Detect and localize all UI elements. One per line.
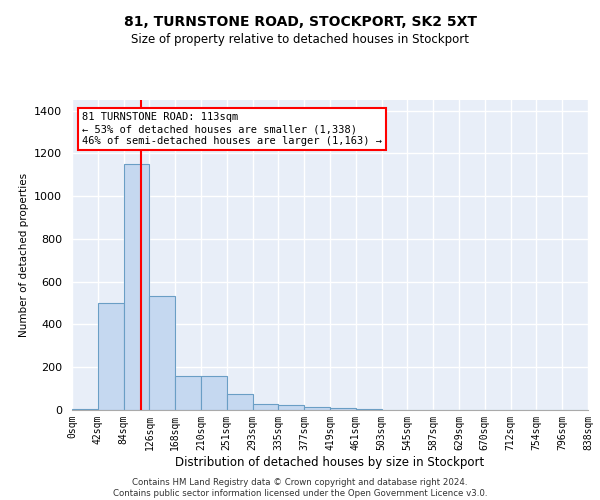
X-axis label: Distribution of detached houses by size in Stockport: Distribution of detached houses by size … xyxy=(175,456,485,468)
Bar xyxy=(330,408,356,410)
Bar xyxy=(124,164,149,410)
Bar xyxy=(253,404,278,410)
Bar xyxy=(304,407,330,410)
Bar xyxy=(278,404,304,410)
Y-axis label: Number of detached properties: Number of detached properties xyxy=(19,173,29,337)
Bar xyxy=(72,409,98,410)
Text: Contains HM Land Registry data © Crown copyright and database right 2024.
Contai: Contains HM Land Registry data © Crown c… xyxy=(113,478,487,498)
Bar xyxy=(356,409,382,410)
Bar xyxy=(227,394,253,410)
Bar xyxy=(175,376,201,410)
Text: Size of property relative to detached houses in Stockport: Size of property relative to detached ho… xyxy=(131,32,469,46)
Text: 81 TURNSTONE ROAD: 113sqm
← 53% of detached houses are smaller (1,338)
46% of se: 81 TURNSTONE ROAD: 113sqm ← 53% of detac… xyxy=(82,112,382,146)
Text: 81, TURNSTONE ROAD, STOCKPORT, SK2 5XT: 81, TURNSTONE ROAD, STOCKPORT, SK2 5XT xyxy=(124,15,476,29)
Bar xyxy=(98,303,124,410)
Bar xyxy=(201,376,227,410)
Bar xyxy=(149,296,175,410)
